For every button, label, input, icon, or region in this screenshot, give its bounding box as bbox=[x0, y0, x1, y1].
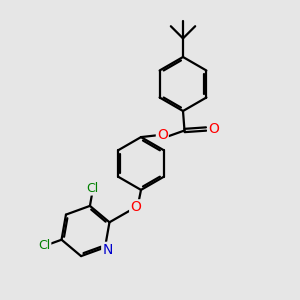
Text: Cl: Cl bbox=[38, 238, 50, 252]
Text: O: O bbox=[208, 122, 219, 136]
Text: O: O bbox=[157, 128, 168, 142]
Text: Cl: Cl bbox=[86, 182, 99, 195]
Text: N: N bbox=[102, 243, 112, 257]
Text: O: O bbox=[130, 200, 141, 214]
